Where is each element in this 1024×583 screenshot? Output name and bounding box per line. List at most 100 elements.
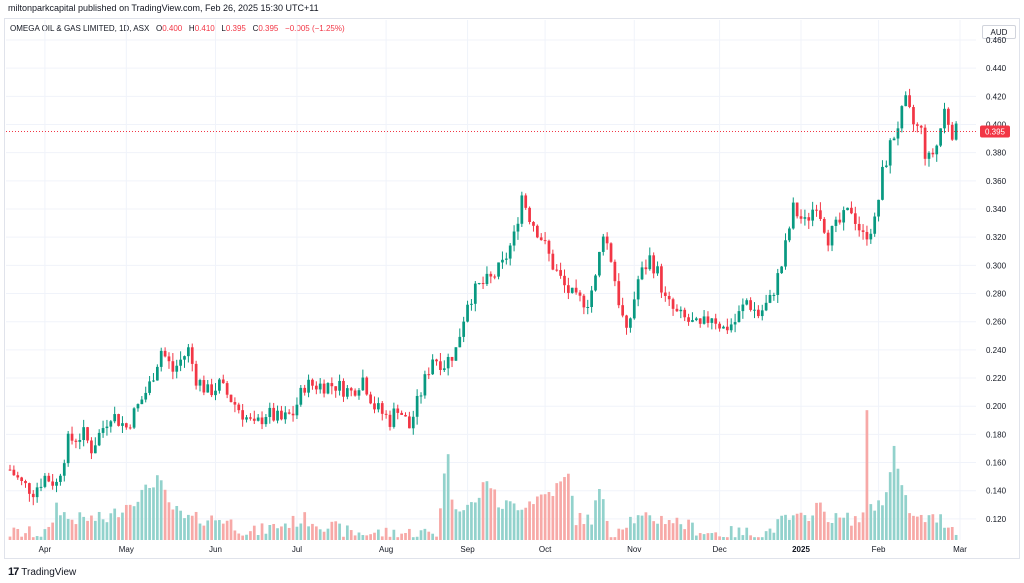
volume-bar [202, 525, 206, 540]
volume-bar [830, 522, 834, 540]
volume-bar [353, 535, 357, 540]
candle-body [330, 383, 334, 387]
volume-bar [776, 519, 780, 540]
candle-body [229, 394, 233, 403]
volume-bar [846, 512, 849, 540]
volume-bar [287, 527, 291, 540]
volume-bar [660, 515, 663, 540]
volume-bar [632, 523, 636, 540]
volume-bar [349, 530, 353, 540]
candle-body [299, 387, 303, 405]
volume-bar [109, 513, 113, 540]
volume-bar [586, 514, 590, 540]
candle-body [43, 475, 47, 487]
candle-body [214, 390, 217, 396]
candle-body [834, 219, 838, 226]
volume-bar [811, 515, 815, 540]
volume-bar [70, 519, 74, 540]
candle-body [295, 404, 299, 416]
volume-bar [912, 515, 915, 540]
volume-bar [55, 502, 58, 540]
candle-body [105, 426, 109, 429]
candle-body [62, 463, 66, 476]
candle-body [691, 320, 694, 322]
volume-bar [210, 515, 213, 540]
candle-body [210, 384, 213, 396]
close-value: 0.395 [258, 24, 279, 33]
volume-bar [392, 529, 396, 540]
y-tick-label: 0.440 [986, 64, 1007, 73]
candle-body [194, 363, 198, 386]
candle-body [16, 475, 20, 478]
candle-body [35, 487, 39, 498]
candle-body [822, 218, 826, 233]
volume-bar [462, 510, 466, 540]
volume-bar [714, 532, 718, 540]
volume-bar [629, 516, 632, 540]
candle-body [136, 404, 140, 409]
volume-bar [264, 533, 268, 540]
x-tick-label: 2025 [792, 545, 810, 554]
volume-bar [163, 489, 167, 540]
candle-body [51, 481, 55, 486]
candle-body [291, 413, 295, 416]
candle-body [24, 481, 27, 484]
volume-bar [687, 519, 690, 540]
volume-bar [229, 519, 233, 540]
candle-body [950, 124, 954, 140]
volume-bar [322, 531, 326, 540]
candle-body [497, 262, 500, 277]
volume-bar [741, 535, 745, 540]
candle-body [481, 283, 485, 285]
volume-bar [272, 523, 276, 540]
candle-body [252, 418, 256, 421]
volume-bar [807, 521, 811, 540]
volume-bar [39, 536, 43, 540]
x-tick-label: Apr [39, 545, 52, 554]
candle-body [501, 259, 504, 263]
candle-body [853, 213, 857, 224]
candle-body [342, 380, 345, 397]
candle-body [896, 128, 900, 139]
candle-body [117, 414, 120, 426]
volume-bar [737, 527, 741, 540]
candle-body [873, 216, 877, 234]
candle-body [221, 379, 225, 384]
candle-body [931, 152, 935, 155]
volume-bar [183, 518, 186, 540]
candle-body [869, 233, 873, 240]
volume-bar [31, 537, 35, 540]
volume-bar [194, 511, 198, 540]
candle-body [904, 95, 908, 107]
currency-button[interactable]: AUD [982, 25, 1016, 39]
candle-body [888, 140, 892, 166]
volume-bar [663, 524, 667, 540]
candle-body [423, 374, 427, 396]
volume-bar [369, 534, 372, 540]
candle-body [260, 417, 264, 425]
volume-bar [625, 527, 628, 540]
candle-body [159, 350, 163, 367]
volume-bar [241, 535, 245, 540]
candle-body [109, 421, 113, 427]
candle-body [524, 195, 528, 208]
candle-body [470, 303, 473, 305]
candle-body [788, 228, 791, 241]
candle-body [435, 359, 438, 362]
volume-bar [384, 527, 388, 540]
candle-body [590, 290, 593, 307]
candle-body [881, 166, 884, 200]
candle-body [326, 383, 330, 394]
volume-bar [504, 500, 508, 540]
candle-body [532, 221, 535, 226]
volume-bar [896, 468, 900, 540]
candle-body [28, 483, 31, 494]
candle-body [90, 440, 93, 454]
volume-bar [512, 503, 516, 540]
candle-body [811, 209, 815, 221]
volume-bar [260, 523, 264, 540]
volume-bar [671, 523, 675, 540]
volume-bar [439, 508, 442, 540]
candle-body [59, 475, 62, 482]
